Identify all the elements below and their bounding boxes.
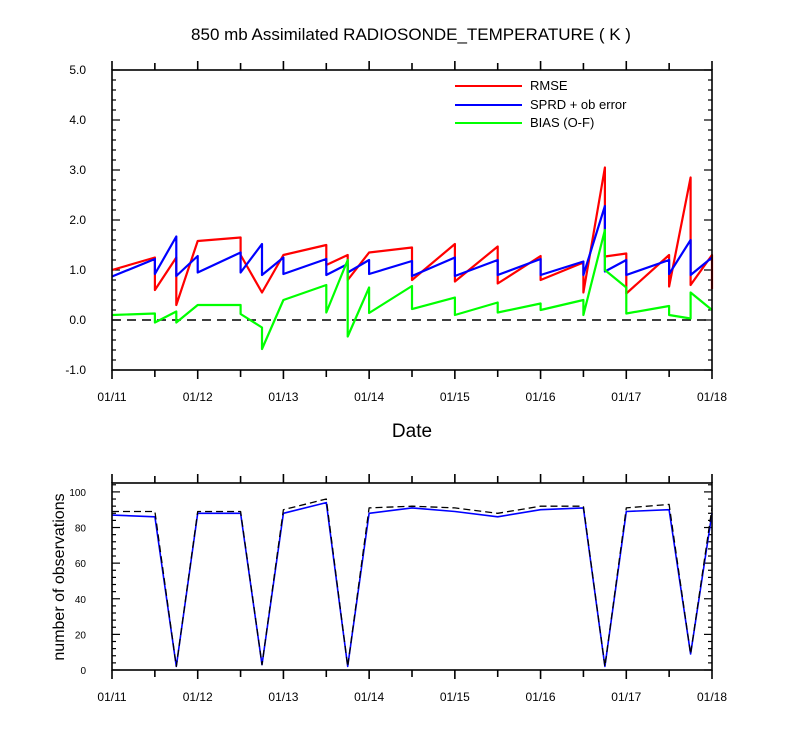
- bottom-series-line-series-1: [112, 498, 713, 668]
- y-tick-label: 3.0: [69, 163, 86, 177]
- x-tick-label: 01/18: [697, 690, 727, 704]
- top-y-tick-labels: -1.0 0.0 1.0 2.0 3.0 4.0 5.0: [65, 63, 86, 377]
- x-tick-label: 01/16: [526, 390, 556, 404]
- legend-label-rmse: RMSE: [530, 78, 568, 93]
- x-tick-label: 01/17: [611, 690, 641, 704]
- y-tick-label: 0.0: [69, 313, 86, 327]
- bottom-series-line-series-0: [111, 501, 713, 668]
- top-series-group: [111, 166, 714, 351]
- top-series-line-sprd-ob-error: [111, 204, 713, 278]
- legend: RMSE SPRD + ob error BIAS (O-F): [455, 78, 627, 130]
- x-tick-label: 01/15: [440, 690, 470, 704]
- legend-label-bias: BIAS (O-F): [530, 115, 594, 130]
- legend-item-bias: BIAS (O-F): [455, 115, 594, 130]
- bottom-x-tick-labels: 01/11 01/12 01/13 01/14 01/15 01/16 01/17 01/18: [97, 690, 727, 704]
- bottom-plot-frame: [111, 482, 713, 671]
- x-tick-label: 01/13: [268, 690, 298, 704]
- y-tick-label: -1.0: [65, 363, 86, 377]
- x-tick-label: 01/15: [440, 390, 470, 404]
- legend-item-sprd: SPRD + ob error: [455, 97, 627, 112]
- top-chart-panel: -1.00.01.02.03.04.05.0 01/11 01/12 01/13 01…: [65, 61, 727, 442]
- legend-item-rmse: RMSE: [455, 78, 568, 93]
- x-tick-label: 01/12: [183, 390, 213, 404]
- x-axis-label: Date: [392, 421, 432, 442]
- bottom-y-tick-labels: 0 20 40 60 80 100: [69, 488, 86, 677]
- top-x-tick-labels: 01/11 01/12 01/13 01/14 01/15 01/16 01/17 01/18: [97, 390, 727, 404]
- y-tick-label: 2.0: [69, 213, 86, 227]
- y-tick-label: 0: [80, 666, 86, 677]
- chart-title: 850 mb Assimilated RADIOSONDE_TEMPERATUR…: [191, 25, 631, 44]
- legend-label-sprd: SPRD + ob error: [530, 97, 627, 112]
- top-axis-ticks: [111, 61, 713, 379]
- x-tick-label: 01/14: [354, 390, 384, 404]
- bottom-axis-ticks: [111, 474, 713, 679]
- x-tick-label: 01/12: [183, 690, 213, 704]
- y-tick-label: 80: [75, 524, 87, 535]
- top-series-line-bias-o-f: [111, 228, 713, 351]
- y-tick-label: 1.0: [69, 263, 86, 277]
- top-series-line-rmse: [111, 166, 714, 307]
- y-tick-label: 5.0: [69, 63, 86, 77]
- y-tick-label: 60: [75, 559, 87, 570]
- x-tick-label: 01/11: [97, 690, 126, 704]
- x-tick-label: 01/14: [354, 690, 384, 704]
- bottom-series-group: [111, 498, 713, 668]
- x-tick-label: 01/11: [97, 390, 126, 404]
- y-tick-label: 40: [75, 595, 87, 606]
- x-tick-label: 01/16: [526, 690, 556, 704]
- y-tick-label: 20: [75, 630, 87, 641]
- x-tick-label: 01/17: [611, 390, 641, 404]
- x-tick-label: 01/13: [268, 390, 298, 404]
- x-tick-label: 01/18: [697, 390, 727, 404]
- y-axis-label: number of observations: [51, 493, 68, 660]
- top-plot-frame: [111, 69, 713, 371]
- y-tick-label: 4.0: [69, 113, 86, 127]
- y-tick-label: 100: [69, 488, 86, 499]
